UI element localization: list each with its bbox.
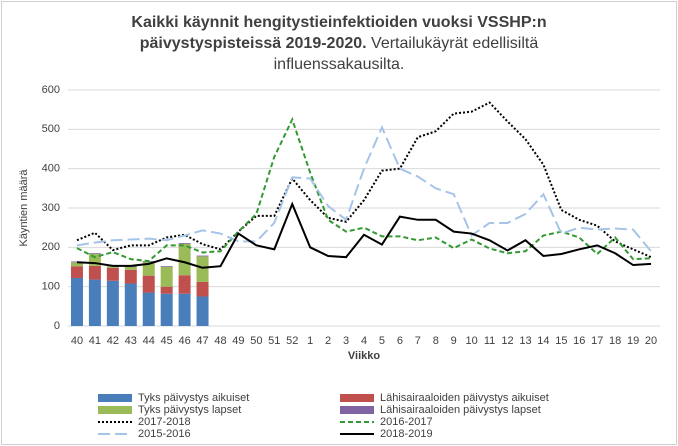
title-block: Kaikki käynnit hengitystieinfektioiden v… (110, 12, 568, 75)
x-tick-label: 41 (89, 335, 101, 347)
x-tick-label: 3 (343, 335, 349, 347)
bar (178, 275, 191, 294)
legend-label: Lähisairaaloiden päivystys aikuiset (380, 392, 549, 404)
x-tick-label: 15 (555, 335, 567, 347)
y-tick-label: 200 (42, 241, 60, 253)
bar (88, 279, 101, 326)
legend-label: 2018-2019 (380, 428, 433, 440)
x-tick-label: 12 (501, 335, 513, 347)
bar (178, 293, 191, 326)
bar (124, 269, 137, 284)
chart-title: Kaikki käynnit hengitystieinfektioiden v… (131, 14, 547, 52)
bar (88, 265, 101, 280)
x-tick-label: 13 (519, 335, 531, 347)
bar (88, 253, 101, 255)
legend-label: Lähisairaaloiden päivystys lapset (380, 404, 541, 416)
y-tick-label: 300 (42, 202, 60, 214)
bar (196, 255, 209, 257)
legend-label: Tyks päivystys lapset (138, 404, 241, 416)
legend-label: 2015-2016 (138, 428, 191, 440)
x-tick-label: 18 (609, 335, 621, 347)
x-tick-label: 10 (466, 335, 478, 347)
bar (196, 281, 209, 297)
bar (160, 293, 173, 326)
chart-subtitle: Vertailukäyrät edellisiltä influenssakau… (273, 35, 539, 73)
legend-label: 2016-2017 (380, 416, 433, 428)
y-tick-label: 0 (54, 320, 60, 332)
line (76, 124, 652, 252)
bar (124, 283, 137, 326)
bar (88, 254, 101, 266)
x-tick-label: 9 (451, 335, 457, 347)
y-axis-label: Käyntien määrä (18, 169, 30, 247)
y-tick-label: 100 (42, 281, 60, 293)
legend-swatch (340, 394, 374, 402)
line (76, 201, 652, 269)
x-tick-label: 40 (71, 335, 83, 347)
x-tick-label: 7 (415, 335, 421, 347)
x-tick-label: 19 (627, 335, 639, 347)
x-tick-label: 47 (196, 335, 208, 347)
x-tick-label: 11 (484, 335, 495, 347)
bar (160, 286, 173, 294)
legend-label: 2017-2018 (138, 416, 191, 428)
x-tick-label: 51 (268, 335, 280, 347)
legend-label: Tyks päivystys aikuiset (138, 392, 249, 404)
x-tick-label: 8 (433, 335, 439, 347)
x-axis-label: Viikko (348, 350, 380, 362)
x-tick-label: 5 (379, 335, 385, 347)
x-tick-label: 43 (125, 335, 137, 347)
x-tick-label: 49 (232, 335, 244, 347)
line (76, 101, 652, 259)
bar (142, 292, 155, 326)
bar (196, 256, 209, 282)
bar (70, 261, 83, 263)
x-tick-label: 6 (397, 335, 403, 347)
x-tick-label: 52 (286, 335, 298, 347)
x-tick-label: 16 (573, 335, 585, 347)
x-tick-label: 4 (361, 335, 367, 347)
x-tick-label: 48 (214, 335, 226, 347)
x-tick-label: 46 (178, 335, 190, 347)
line (76, 116, 652, 263)
bar (178, 243, 191, 276)
x-tick-label: 17 (591, 335, 603, 347)
bar (196, 296, 209, 326)
bar (124, 267, 137, 270)
x-tick-label: 1 (307, 335, 313, 347)
x-tick-label: 20 (645, 335, 657, 347)
x-tick-label: 42 (107, 335, 119, 347)
x-tick-label: 45 (161, 335, 173, 347)
bar (178, 243, 191, 244)
y-tick-label: 500 (42, 123, 60, 135)
bar (70, 262, 83, 267)
bar (106, 280, 119, 326)
bar (160, 267, 173, 287)
x-tick-label: 44 (143, 335, 155, 347)
bar (106, 267, 119, 281)
bar (160, 266, 173, 267)
legend-swatch (340, 406, 374, 414)
y-tick-label: 400 (42, 163, 60, 175)
x-tick-label: 50 (250, 335, 262, 347)
bar (142, 261, 155, 276)
bar (70, 266, 83, 279)
x-tick-label: 2 (325, 335, 331, 347)
x-tick-label: 14 (537, 335, 549, 347)
legend-swatch (98, 394, 132, 402)
bar (70, 278, 83, 326)
y-tick-label: 600 (42, 84, 60, 96)
legend-swatch (98, 406, 132, 414)
bar (142, 275, 155, 293)
